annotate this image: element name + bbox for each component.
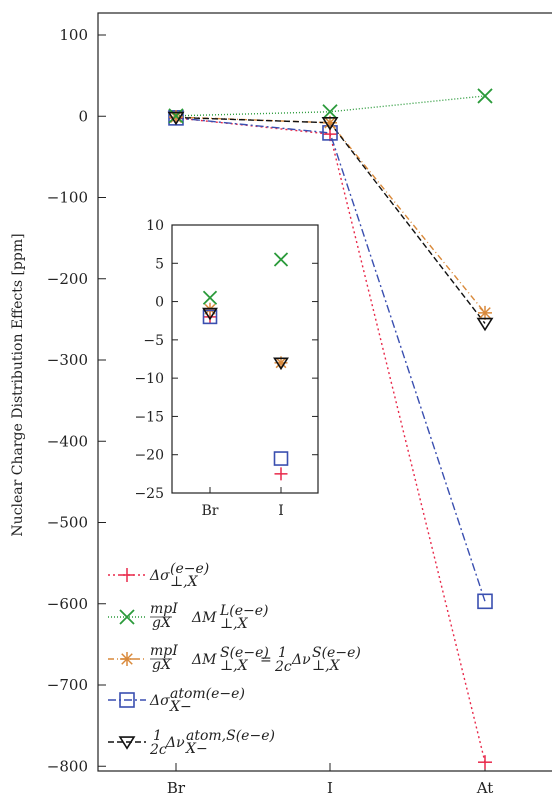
legend-text-part: 1 xyxy=(153,728,162,744)
data-point xyxy=(167,111,185,126)
legend-text-part: X− xyxy=(185,741,208,757)
inset-data-point xyxy=(273,252,289,267)
legend-frac-den: gX xyxy=(152,615,172,631)
inset-data-point xyxy=(273,451,289,466)
legend-marker xyxy=(120,568,134,582)
legend-entry: 12c Δν atom,S(e−e)X− xyxy=(108,728,275,758)
y-tick-label: −200 xyxy=(47,270,88,288)
inset-data-point xyxy=(202,309,218,325)
inset-y-tick-label: −20 xyxy=(134,448,164,464)
inset-frame xyxy=(171,224,319,494)
data-point xyxy=(321,117,339,131)
series-line xyxy=(175,116,486,314)
legend-text-part: L(e−e) xyxy=(219,603,269,619)
inset-y-tick-label: −5 xyxy=(143,333,164,349)
legend-entry: Δσ (e−e)⊥,X xyxy=(108,561,209,590)
data-point xyxy=(478,305,492,320)
y-tick-label: 100 xyxy=(59,26,88,44)
legend-entry: Δσ atom(e−e)X− xyxy=(108,686,245,715)
data-point xyxy=(168,108,184,124)
inset-y-tick-label: −25 xyxy=(134,486,164,502)
x-tick-label: Br xyxy=(167,779,186,797)
legend-text-part: 2c xyxy=(274,659,292,675)
inset-y-tick-label: 0 xyxy=(155,295,164,311)
legend-text-part: ⊥,X xyxy=(220,658,249,674)
legend-text-part: S(e−e) xyxy=(220,645,269,661)
legend-text-part: Δν xyxy=(291,652,311,668)
legend-text-part: Δσ xyxy=(149,693,170,709)
y-tick-label: −800 xyxy=(47,757,88,775)
y-tick-label: 0 xyxy=(78,107,88,125)
inset-data-point xyxy=(273,357,289,371)
legend-marker xyxy=(119,692,135,708)
data-point xyxy=(322,104,338,120)
legend-text-part: Δσ xyxy=(149,568,170,584)
legend-frac-den: gX xyxy=(152,657,172,673)
y-tick-label: −700 xyxy=(47,676,88,694)
legend-text-part: Δν xyxy=(165,735,185,751)
legend-text-part: X− xyxy=(169,699,192,715)
legend-marker xyxy=(120,652,134,666)
data-point xyxy=(477,88,493,104)
inset-data-point xyxy=(274,467,288,481)
y-tick-label: −600 xyxy=(47,595,88,613)
y-axis-label: Nuclear Charge Distribution Effects [ppm… xyxy=(10,233,26,536)
y-tick-label: −500 xyxy=(47,514,88,532)
legend-frac-num: mpI xyxy=(150,601,178,617)
legend-marker xyxy=(119,609,135,625)
legend-text-part: S(e−e) xyxy=(312,645,361,661)
legend-text-part: atom(e−e) xyxy=(170,686,245,702)
inset-data-point xyxy=(202,307,218,321)
inset-y-tick-label: 5 xyxy=(155,256,164,272)
legend-text-part: atom,S(e−e) xyxy=(186,728,275,744)
series-line xyxy=(175,117,486,602)
x-tick-label: I xyxy=(327,779,333,797)
data-point xyxy=(478,755,492,770)
inset-x-tick-label: Br xyxy=(202,503,219,519)
inset-x-tick-label: I xyxy=(278,503,284,519)
y-tick-label: −400 xyxy=(47,432,88,450)
inset-y-tick-label: 10 xyxy=(146,218,164,234)
inset-y-tick-label: −10 xyxy=(134,371,164,387)
legend-text-part: (e−e) xyxy=(170,561,209,577)
legend-text-part: = xyxy=(260,652,272,668)
legend-text-part: ⊥,X xyxy=(220,616,249,632)
y-tick-label: −300 xyxy=(47,351,88,369)
y-tick-label: −100 xyxy=(47,189,88,207)
series-line xyxy=(175,95,486,117)
inset-plot: 10 5 0 −5 −10 −15 −20 −25 Br I xyxy=(134,218,319,519)
legend-text-part: ΔM xyxy=(191,610,217,626)
data-point xyxy=(477,593,493,610)
legend-text-part: 1 xyxy=(278,645,287,661)
legend-frac-num: mpI xyxy=(150,643,178,659)
legend-text-part: ΔM xyxy=(191,652,217,668)
legend-marker xyxy=(118,736,136,750)
data-point xyxy=(476,317,494,332)
inset-data-point xyxy=(202,290,218,305)
plot-frame xyxy=(97,12,552,772)
legend-text-part: ⊥,X xyxy=(170,574,199,590)
x-tick-label: At xyxy=(476,779,494,797)
inset-y-tick-label: −15 xyxy=(134,409,164,425)
legend-text-part: 2c xyxy=(149,742,167,758)
legend-text-part: ⊥,X xyxy=(312,658,341,674)
